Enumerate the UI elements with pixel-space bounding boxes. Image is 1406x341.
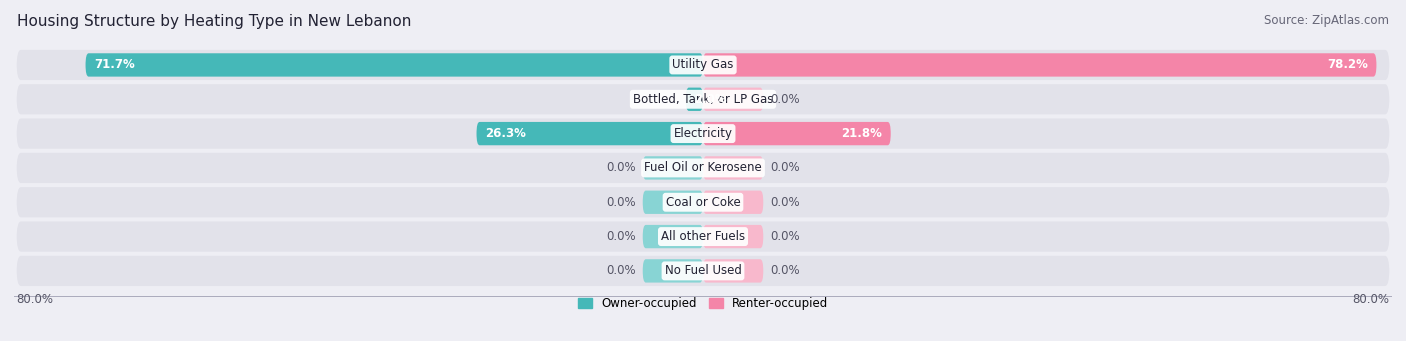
Text: 0.0%: 0.0% (770, 196, 800, 209)
Text: 0.0%: 0.0% (770, 93, 800, 106)
Text: 21.8%: 21.8% (841, 127, 882, 140)
FancyBboxPatch shape (17, 118, 1389, 149)
Text: 80.0%: 80.0% (17, 293, 53, 306)
FancyBboxPatch shape (703, 225, 763, 248)
FancyBboxPatch shape (703, 191, 763, 214)
Text: Coal or Coke: Coal or Coke (665, 196, 741, 209)
Text: 0.0%: 0.0% (606, 161, 636, 175)
Text: Housing Structure by Heating Type in New Lebanon: Housing Structure by Heating Type in New… (17, 14, 411, 29)
FancyBboxPatch shape (86, 53, 703, 77)
Text: 0.0%: 0.0% (770, 161, 800, 175)
FancyBboxPatch shape (703, 259, 763, 283)
FancyBboxPatch shape (643, 259, 703, 283)
FancyBboxPatch shape (477, 122, 703, 145)
Text: 0.0%: 0.0% (606, 196, 636, 209)
Text: 71.7%: 71.7% (94, 58, 135, 72)
Text: 0.0%: 0.0% (606, 264, 636, 277)
FancyBboxPatch shape (703, 156, 763, 180)
FancyBboxPatch shape (703, 122, 891, 145)
Text: 80.0%: 80.0% (1353, 293, 1389, 306)
FancyBboxPatch shape (643, 156, 703, 180)
Text: 0.0%: 0.0% (770, 230, 800, 243)
Text: 78.2%: 78.2% (1327, 58, 1368, 72)
Text: 26.3%: 26.3% (485, 127, 526, 140)
FancyBboxPatch shape (17, 256, 1389, 286)
FancyBboxPatch shape (17, 187, 1389, 217)
Text: Electricity: Electricity (673, 127, 733, 140)
Text: 0.0%: 0.0% (770, 264, 800, 277)
Text: Bottled, Tank, or LP Gas: Bottled, Tank, or LP Gas (633, 93, 773, 106)
FancyBboxPatch shape (643, 225, 703, 248)
Text: 2.0%: 2.0% (695, 93, 727, 106)
FancyBboxPatch shape (17, 221, 1389, 252)
FancyBboxPatch shape (17, 153, 1389, 183)
Text: Utility Gas: Utility Gas (672, 58, 734, 72)
Text: 0.0%: 0.0% (606, 230, 636, 243)
FancyBboxPatch shape (17, 84, 1389, 114)
Text: Source: ZipAtlas.com: Source: ZipAtlas.com (1264, 14, 1389, 27)
Legend: Owner-occupied, Renter-occupied: Owner-occupied, Renter-occupied (572, 293, 834, 315)
Text: Fuel Oil or Kerosene: Fuel Oil or Kerosene (644, 161, 762, 175)
FancyBboxPatch shape (703, 53, 1376, 77)
FancyBboxPatch shape (17, 50, 1389, 80)
FancyBboxPatch shape (643, 191, 703, 214)
Text: All other Fuels: All other Fuels (661, 230, 745, 243)
FancyBboxPatch shape (703, 88, 763, 111)
Text: No Fuel Used: No Fuel Used (665, 264, 741, 277)
FancyBboxPatch shape (686, 88, 703, 111)
